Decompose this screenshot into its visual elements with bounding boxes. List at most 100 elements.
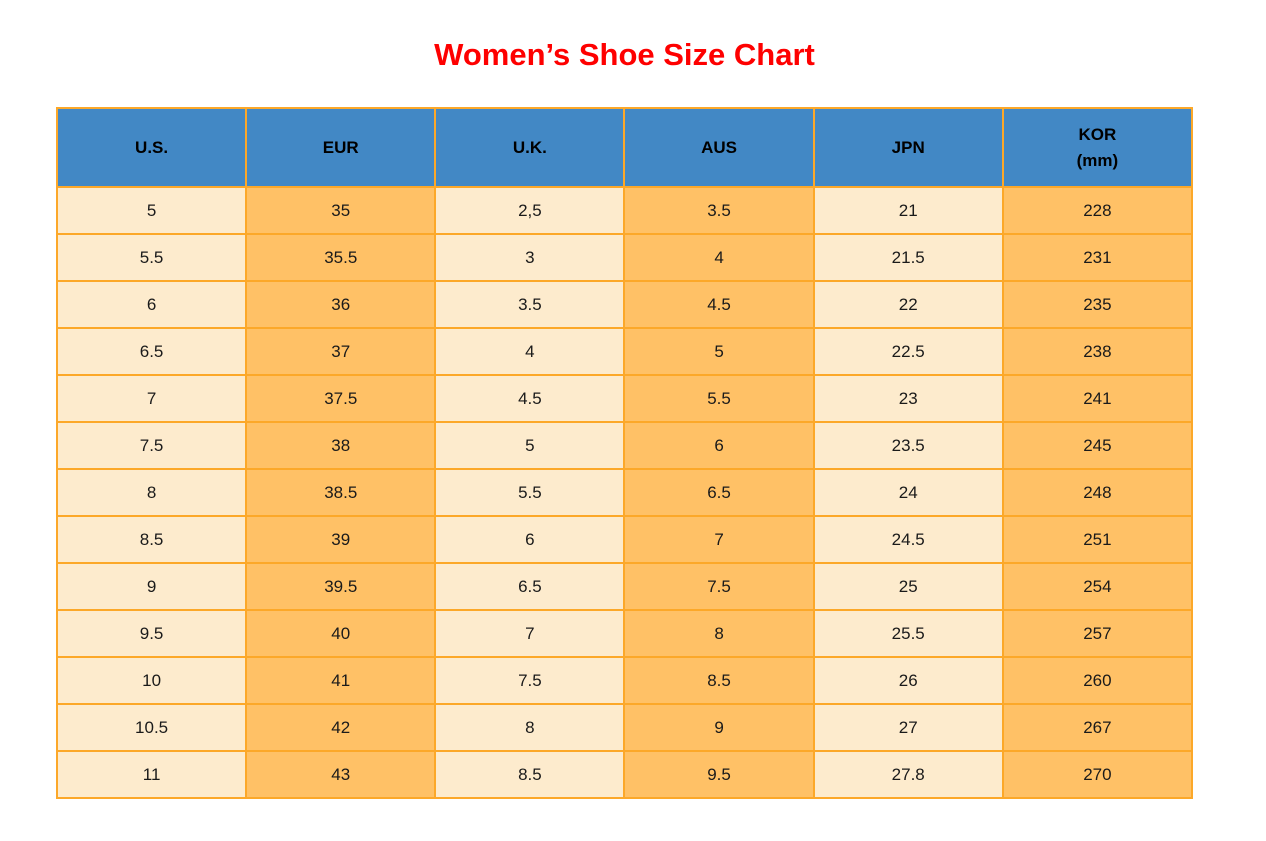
table-cell: 3.5	[434, 280, 626, 329]
table-cell: 2,5	[434, 186, 626, 235]
table-cell: 8	[55, 468, 248, 517]
table-cell: 40	[245, 609, 437, 658]
table-row: 6.5 37 4 5 22.5 238	[55, 327, 1194, 376]
table-cell: 7.5	[623, 562, 815, 611]
table-cell: 36	[245, 280, 437, 329]
table-cell: 38	[245, 421, 437, 470]
table-cell: 5.5	[55, 233, 248, 282]
table-cell: 7	[623, 515, 815, 564]
column-header-kor-label: KOR	[1078, 124, 1117, 144]
table-cell: 6	[55, 280, 248, 329]
column-header-aus: AUS	[623, 107, 815, 188]
table-cell: 11	[55, 750, 248, 799]
table-cell: 10	[55, 656, 248, 705]
table-cell: 10.5	[55, 703, 248, 752]
column-header-uk: U.K.	[434, 107, 626, 188]
table-cell: 3.5	[623, 186, 815, 235]
table-cell: 3	[434, 233, 626, 282]
column-header-kor-unit: (mm)	[1076, 150, 1119, 170]
table-cell: 5.5	[623, 374, 815, 423]
table-cell: 241	[1001, 374, 1194, 423]
table-row: 7 37.5 4.5 5.5 23 241	[55, 374, 1194, 423]
table-row: 9 39.5 6.5 7.5 25 254	[55, 562, 1194, 611]
table-cell: 5	[434, 421, 626, 470]
table-cell: 27.8	[812, 750, 1004, 799]
table-cell: 245	[1001, 421, 1194, 470]
table-cell: 35	[245, 186, 437, 235]
table-cell: 228	[1001, 186, 1194, 235]
table-cell: 9	[55, 562, 248, 611]
table-cell: 6.5	[55, 327, 248, 376]
table-cell: 37.5	[245, 374, 437, 423]
table-cell: 251	[1001, 515, 1194, 564]
table-cell: 22.5	[812, 327, 1004, 376]
table-cell: 39.5	[245, 562, 437, 611]
table-cell: 4.5	[623, 280, 815, 329]
table-cell: 41	[245, 656, 437, 705]
table-cell: 43	[245, 750, 437, 799]
table-cell: 8	[623, 609, 815, 658]
table-cell: 6	[434, 515, 626, 564]
table-cell: 4.5	[434, 374, 626, 423]
table-cell: 9.5	[55, 609, 248, 658]
table-cell: 21.5	[812, 233, 1004, 282]
table-cell: 238	[1001, 327, 1194, 376]
table-cell: 6.5	[434, 562, 626, 611]
table-cell: 37	[245, 327, 437, 376]
shoe-size-table: U.S. EUR U.K. AUS JPN KOR (mm) 5 35 2,5 …	[55, 107, 1194, 799]
table-cell: 22	[812, 280, 1004, 329]
table-cell: 21	[812, 186, 1004, 235]
table-cell: 26	[812, 656, 1004, 705]
column-header-us: U.S.	[55, 107, 248, 188]
table-cell: 6	[623, 421, 815, 470]
table-row: 10 41 7.5 8.5 26 260	[55, 656, 1194, 705]
table-row: 9.5 40 7 8 25.5 257	[55, 609, 1194, 658]
table-cell: 42	[245, 703, 437, 752]
table-cell: 7	[434, 609, 626, 658]
table-row: 5 35 2,5 3.5 21 228	[55, 186, 1194, 235]
table-cell: 254	[1001, 562, 1194, 611]
table-cell: 8.5	[434, 750, 626, 799]
page-title: Women’s Shoe Size Chart	[434, 37, 815, 72]
table-row: 6 36 3.5 4.5 22 235	[55, 280, 1194, 329]
table-cell: 231	[1001, 233, 1194, 282]
table-header-row: U.S. EUR U.K. AUS JPN KOR (mm)	[55, 107, 1194, 188]
page-container: Women’s Shoe Size Chart U.S. EUR U.K. AU…	[55, 0, 1194, 799]
table-cell: 4	[434, 327, 626, 376]
table-cell: 260	[1001, 656, 1194, 705]
table-row: 10.5 42 8 9 27 267	[55, 703, 1194, 752]
table-cell: 267	[1001, 703, 1194, 752]
table-row: 8.5 39 6 7 24.5 251	[55, 515, 1194, 564]
table-cell: 248	[1001, 468, 1194, 517]
column-header-kor: KOR (mm)	[1001, 107, 1194, 188]
table-row: 11 43 8.5 9.5 27.8 270	[55, 750, 1194, 799]
table-cell: 9	[623, 703, 815, 752]
table-cell: 7	[55, 374, 248, 423]
table-cell: 8	[434, 703, 626, 752]
table-cell: 27	[812, 703, 1004, 752]
column-header-jpn: JPN	[812, 107, 1004, 188]
table-cell: 35.5	[245, 233, 437, 282]
table-cell: 5	[55, 186, 248, 235]
table-cell: 235	[1001, 280, 1194, 329]
column-header-eur: EUR	[245, 107, 437, 188]
table-cell: 270	[1001, 750, 1194, 799]
table-cell: 24.5	[812, 515, 1004, 564]
table-cell: 6.5	[623, 468, 815, 517]
table-row: 7.5 38 5 6 23.5 245	[55, 421, 1194, 470]
table-row: 8 38.5 5.5 6.5 24 248	[55, 468, 1194, 517]
table-cell: 5.5	[434, 468, 626, 517]
table-cell: 7.5	[434, 656, 626, 705]
table-cell: 8.5	[55, 515, 248, 564]
table-cell: 24	[812, 468, 1004, 517]
table-cell: 23.5	[812, 421, 1004, 470]
table-cell: 9.5	[623, 750, 815, 799]
table-cell: 4	[623, 233, 815, 282]
table-row: 5.5 35.5 3 4 21.5 231	[55, 233, 1194, 282]
table-cell: 25.5	[812, 609, 1004, 658]
table-cell: 23	[812, 374, 1004, 423]
table-cell: 8.5	[623, 656, 815, 705]
table-cell: 5	[623, 327, 815, 376]
table-cell: 257	[1001, 609, 1194, 658]
table-cell: 7.5	[55, 421, 248, 470]
